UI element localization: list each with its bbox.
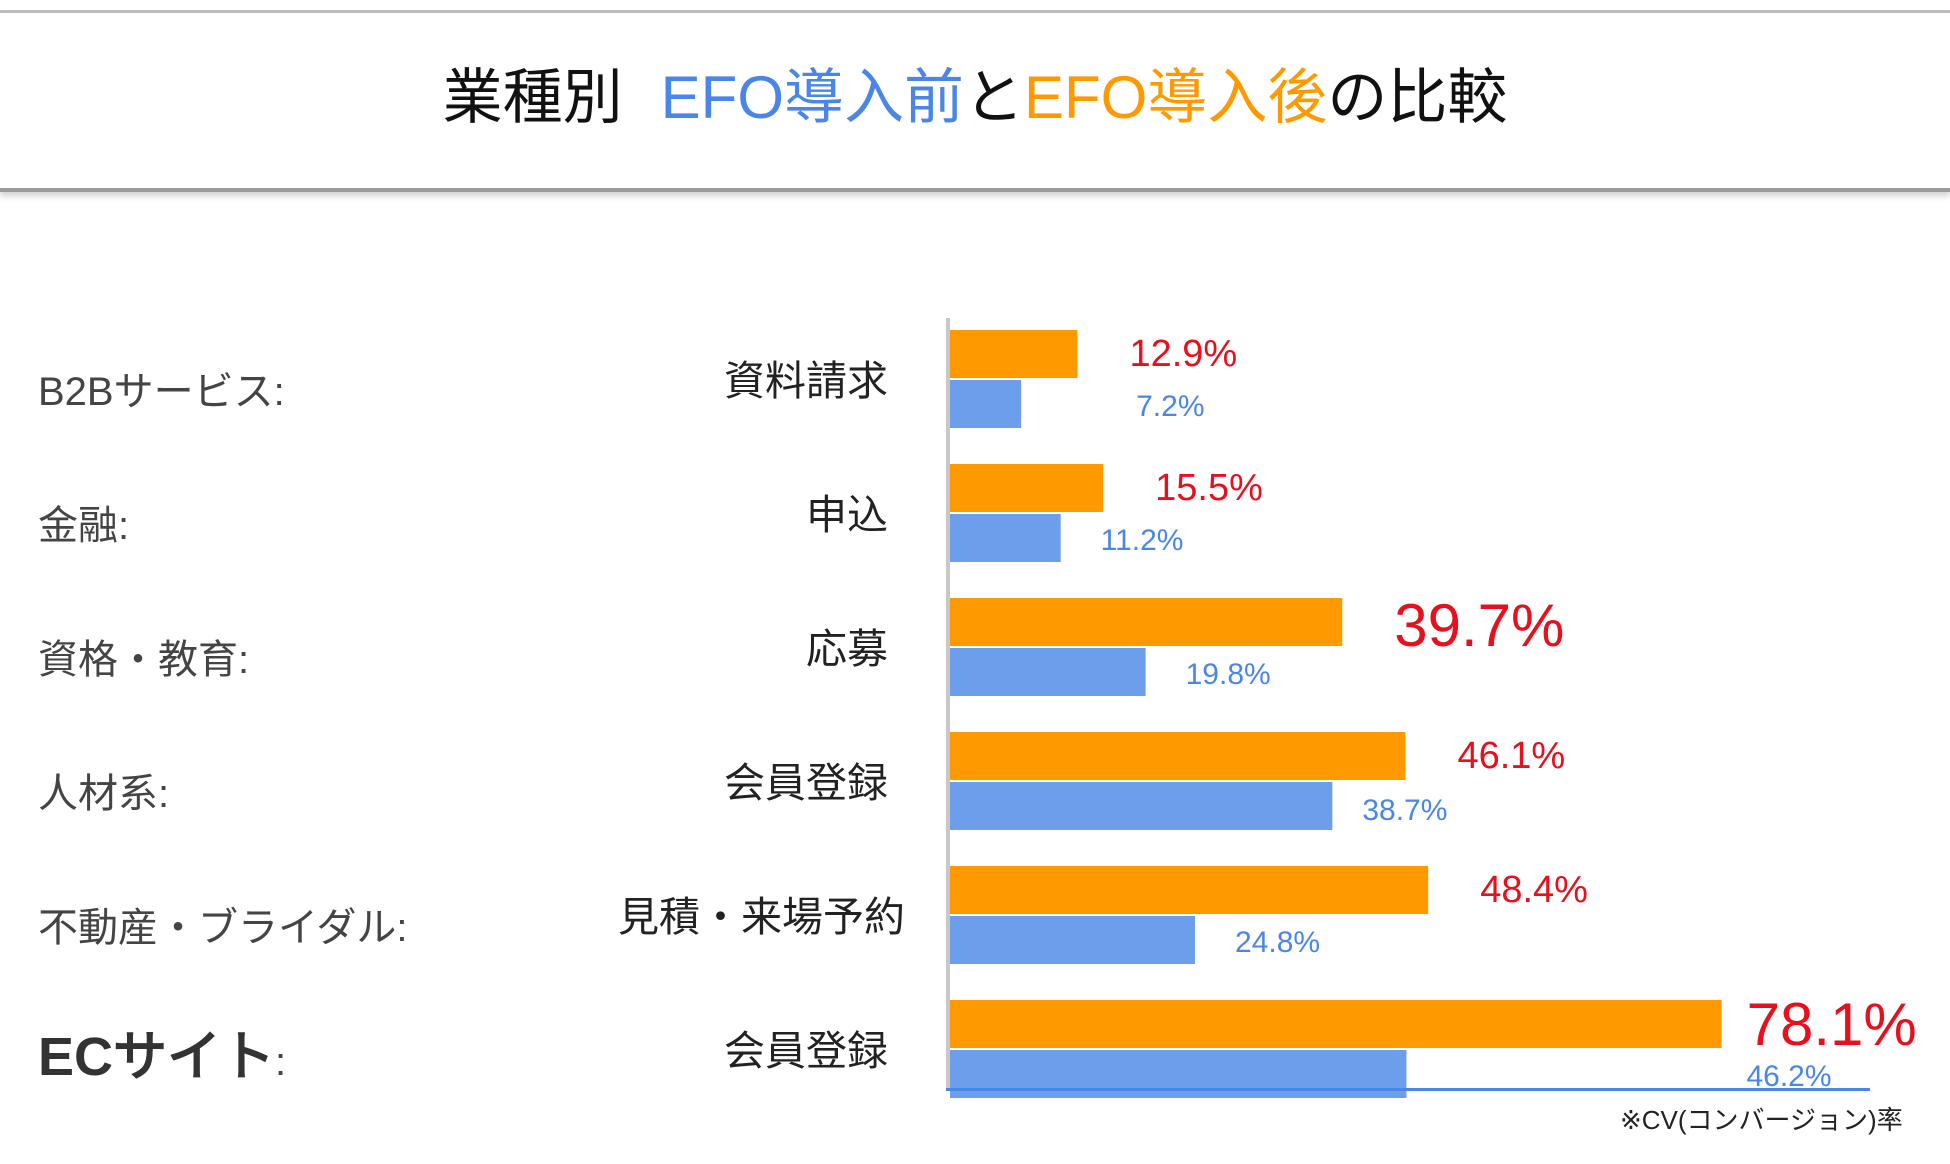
value-label-before: 38.7% — [1362, 794, 1447, 827]
bar-before — [950, 380, 1022, 428]
chart-title: 業種別 EFO導入前とEFO導入後の比較 — [0, 60, 1950, 136]
title-prefix: 業種別 — [442, 64, 623, 131]
bar-before — [950, 916, 1196, 964]
bar-after — [950, 1000, 1722, 1048]
industry-label: 不動産・ブライダル: — [38, 906, 408, 950]
action-label: 応募 — [806, 626, 888, 672]
value-label-before: 24.8% — [1235, 926, 1320, 959]
bar-after — [950, 866, 1429, 914]
title-suffix: の比較 — [1327, 64, 1508, 131]
industry-label: 資格・教育: — [38, 638, 249, 682]
title-before: EFO導入前 — [660, 64, 964, 131]
bar-after — [950, 330, 1078, 378]
action-label: 資料請求 — [724, 358, 888, 404]
y-axis-line — [946, 318, 950, 1090]
action-label: 見積・来場予約 — [618, 894, 905, 940]
value-label-after: 78.1% — [1747, 991, 1917, 1058]
bar-after — [950, 464, 1104, 512]
bar-before — [950, 648, 1146, 696]
value-label-after: 46.1% — [1457, 735, 1565, 777]
value-label-before: 19.8% — [1186, 658, 1271, 691]
bar-after — [950, 732, 1406, 780]
industry-label: B2Bサービス: — [38, 370, 285, 414]
industry-label: 金融: — [38, 504, 129, 548]
x-axis-baseline — [946, 1088, 1870, 1091]
value-label-after: 15.5% — [1155, 467, 1263, 509]
bar-before — [950, 514, 1061, 562]
title-after: EFO導入後 — [1024, 64, 1328, 131]
title-connector: と — [964, 64, 1024, 131]
industry-label: ECサイト: — [38, 1027, 286, 1087]
value-label-after: 12.9% — [1129, 333, 1237, 375]
top-rule — [0, 10, 1950, 13]
action-label: 会員登録 — [724, 1028, 888, 1074]
bar-before — [950, 782, 1333, 830]
bar-after — [950, 598, 1343, 646]
value-label-before: 11.2% — [1101, 524, 1184, 557]
footnote: ※CV(コンバージョン)率 — [1620, 1105, 1903, 1135]
title-band — [0, 13, 1950, 192]
industry-label: 人材系: — [38, 772, 169, 816]
value-label-after: 48.4% — [1480, 869, 1588, 911]
value-label-after: 39.7% — [1394, 592, 1564, 659]
action-label: 申込 — [806, 492, 888, 538]
action-label: 会員登録 — [724, 760, 888, 806]
value-label-before: 46.2% — [1746, 1060, 1831, 1093]
value-label-before: 7.2% — [1136, 390, 1204, 423]
